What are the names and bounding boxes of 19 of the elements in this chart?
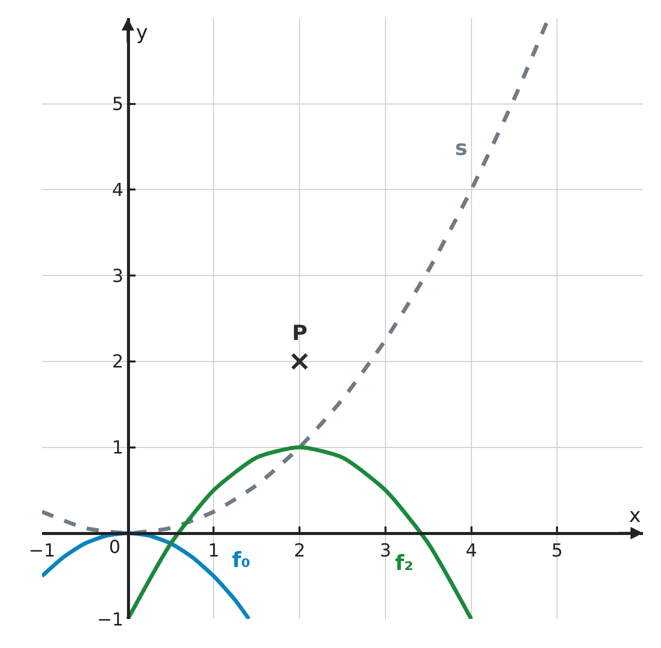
series-label: f₀ (232, 548, 250, 572)
series-label: f₂ (395, 551, 414, 575)
x-tick-label: 2 (294, 540, 306, 562)
x-axis-title: x (629, 503, 641, 527)
x-tick-label: 0 (109, 537, 120, 558)
x-tick-label: 3 (380, 540, 392, 562)
x-tick-label: 5 (551, 540, 563, 562)
series-label: s (455, 136, 468, 160)
x-tick-label: 1 (208, 540, 220, 562)
y-axis-title: y (136, 20, 148, 44)
y-tick-label: −1 (96, 609, 124, 630)
series-label: P (292, 321, 308, 345)
y-tick-label: 2 (112, 352, 124, 373)
x-tick-label: 4 (466, 540, 478, 562)
x-tick-label: −1 (28, 540, 56, 562)
y-tick-label: 1 (112, 438, 124, 459)
y-tick-label: 4 (112, 180, 124, 202)
y-tick-label: 5 (112, 94, 124, 116)
y-tick-label: 3 (112, 266, 124, 287)
